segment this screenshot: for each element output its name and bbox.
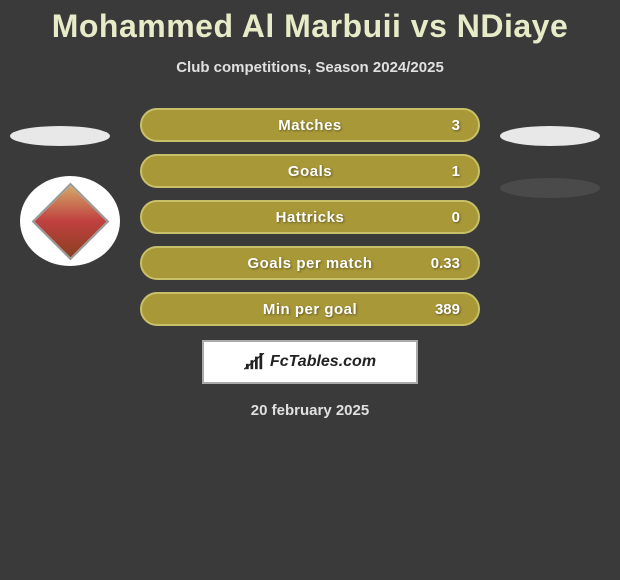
stat-bar-mpg: Min per goal 389 — [140, 292, 480, 326]
player-badge-right-bottom — [500, 178, 600, 198]
page-subtitle: Club competitions, Season 2024/2025 — [0, 59, 620, 76]
watermark-text: FcTables.com — [270, 353, 376, 371]
stat-bar-goals: Goals 1 — [140, 154, 480, 188]
date-line: 20 february 2025 — [0, 402, 620, 419]
infographic-container: Mohammed Al Marbuii vs NDiaye Club compe… — [0, 0, 620, 419]
stat-label: Goals per match — [247, 255, 372, 272]
player-badge-right-top — [500, 126, 600, 146]
stat-label: Matches — [278, 117, 342, 134]
stat-value: 1 — [452, 163, 460, 180]
club-logo — [20, 176, 120, 266]
stat-bar-hattricks: Hattricks 0 — [140, 200, 480, 234]
stat-value: 0.33 — [431, 255, 460, 272]
stats-area: Matches 3 Goals 1 Hattricks 0 Goals per … — [140, 108, 480, 326]
stat-label: Hattricks — [276, 209, 345, 226]
stat-value: 0 — [452, 209, 460, 226]
stat-bar-matches: Matches 3 — [140, 108, 480, 142]
player-badge-left-top — [10, 126, 110, 146]
page-title: Mohammed Al Marbuii vs NDiaye — [0, 8, 620, 45]
stat-label: Min per goal — [263, 301, 357, 318]
chart-icon — [244, 353, 266, 371]
stat-value: 389 — [435, 301, 460, 318]
club-crest-icon — [31, 182, 109, 260]
stat-label: Goals — [288, 163, 332, 180]
stat-value: 3 — [452, 117, 460, 134]
watermark-badge: FcTables.com — [202, 340, 418, 384]
stat-bar-gpm: Goals per match 0.33 — [140, 246, 480, 280]
